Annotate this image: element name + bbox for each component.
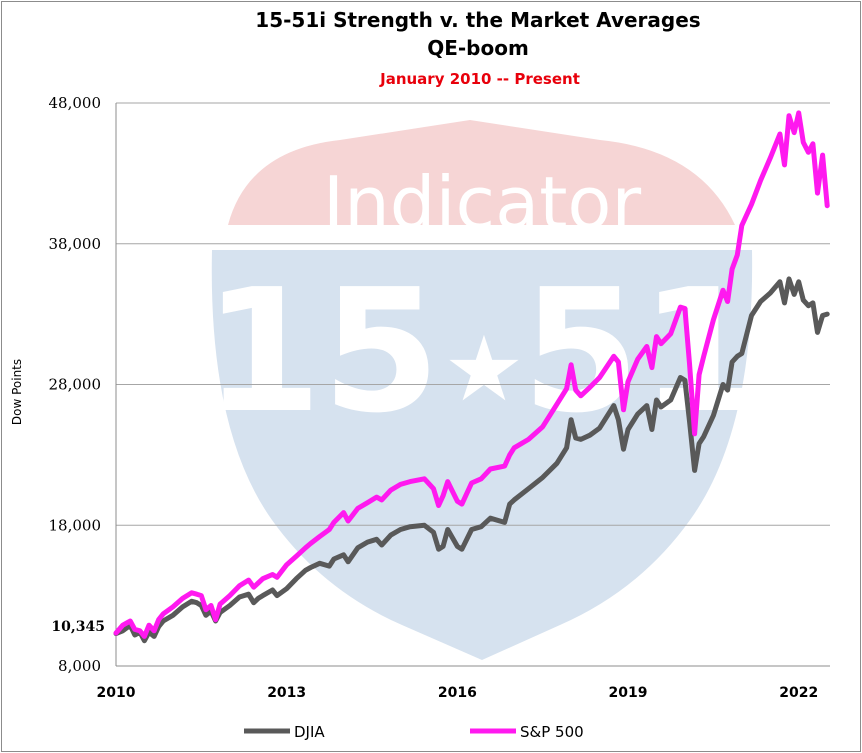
x-tick-label-2016: 2016 [438, 685, 477, 701]
legend: DJIA S&P 500 [244, 723, 584, 741]
series-lines [113, 110, 830, 644]
series-line-sp500 [113, 110, 830, 639]
watermark-word: Indicator [323, 161, 642, 245]
chart-title: 15-51i Strength v. the Market Averages [255, 8, 700, 32]
watermark-logo: Indicator 15 ★ 51 [204, 120, 758, 660]
watermark-star-icon: ★ [444, 317, 525, 422]
x-tick-label-2022: 2022 [779, 685, 818, 701]
y-tick-label-18000: 18,000 [49, 516, 102, 534]
y-tick-label-8000: 8,000 [58, 657, 101, 675]
x-tick-label-2010: 2010 [97, 685, 136, 701]
y-tick-labels: 8,000 18,000 28,000 38,000 48,000 10,345 [49, 94, 106, 675]
gridlines [116, 102, 830, 526]
legend-item-sp500: S&P 500 [470, 723, 584, 741]
watermark-shield-top [228, 120, 735, 225]
y-tick-label-48000: 48,000 [49, 94, 102, 112]
chart-title-line2: QE-boom [427, 36, 529, 60]
y-tick-label-start-value: 10,345 [51, 619, 105, 635]
x-tick-label-2013: 2013 [267, 685, 306, 701]
watermark-left-number: 15 [204, 253, 441, 451]
y-tick-label-38000: 38,000 [49, 235, 102, 253]
y-axis-label: Dow Points [10, 359, 24, 425]
x-tick-label-2019: 2019 [609, 685, 648, 701]
chart-subtitle: January 2010 -- Present [379, 70, 580, 88]
y-tick-label-28000: 28,000 [49, 376, 102, 394]
legend-item-djia: DJIA [244, 723, 325, 741]
legend-label-sp500: S&P 500 [520, 723, 584, 741]
x-tick-labels: 2010 2013 2016 2019 2022 [97, 685, 819, 701]
legend-label-djia: DJIA [294, 723, 325, 741]
axes [115, 103, 830, 667]
